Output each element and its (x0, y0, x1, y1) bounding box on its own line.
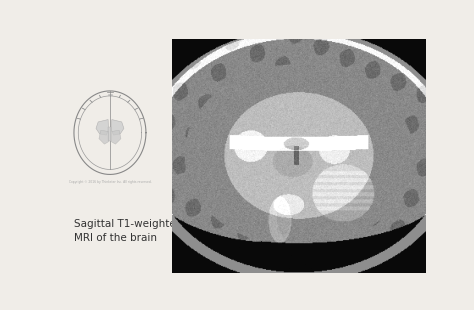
Bar (192, 68, 389, 248)
Text: MRI of the brain: MRI of the brain (74, 232, 157, 242)
Text: Sagittal T1-weighted: Sagittal T1-weighted (74, 219, 182, 229)
Polygon shape (111, 130, 121, 144)
Bar (392, 132, 422, 141)
Text: Copyright © 2016 by Thinkster Inc. All rights reserved.: Copyright © 2016 by Thinkster Inc. All r… (69, 180, 151, 184)
Bar (220, 53, 271, 62)
Bar (220, 257, 264, 266)
Text: I: I (289, 251, 292, 260)
Text: A: A (180, 153, 186, 162)
Bar (265, 257, 309, 266)
Polygon shape (111, 120, 124, 135)
Bar (272, 44, 295, 62)
Bar (194, 248, 219, 266)
Bar (392, 141, 422, 164)
Text: P: P (393, 153, 399, 162)
Bar (296, 53, 338, 62)
Polygon shape (99, 130, 109, 144)
Bar (310, 257, 354, 266)
Polygon shape (96, 120, 109, 135)
Text: Copyright © 2016 by Thinkster Inc. All rights reserved.: Copyright © 2016 by Thinkster Inc. All r… (241, 260, 339, 264)
Bar (109, 127, 111, 141)
Bar (194, 44, 219, 62)
